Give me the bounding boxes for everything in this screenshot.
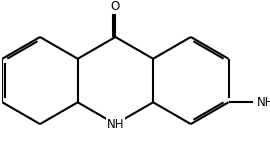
Text: NH₂: NH₂: [257, 96, 270, 109]
Text: NH: NH: [107, 118, 124, 131]
Text: O: O: [111, 0, 120, 13]
